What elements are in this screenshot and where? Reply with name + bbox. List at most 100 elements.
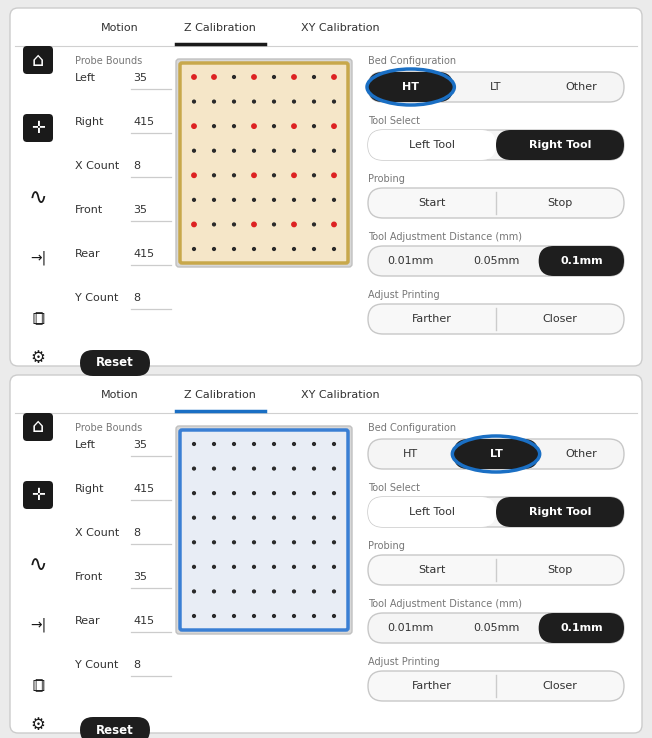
Circle shape <box>332 173 336 177</box>
FancyBboxPatch shape <box>176 59 352 267</box>
Circle shape <box>213 443 215 446</box>
Text: 0.1mm: 0.1mm <box>560 623 602 633</box>
Text: 415: 415 <box>133 117 154 127</box>
Circle shape <box>252 467 256 470</box>
Circle shape <box>273 443 275 446</box>
Circle shape <box>213 565 215 568</box>
Text: Adjust Printing: Adjust Printing <box>368 290 439 300</box>
Circle shape <box>213 541 215 544</box>
Circle shape <box>273 199 275 201</box>
Circle shape <box>252 75 256 79</box>
Circle shape <box>252 100 256 103</box>
Circle shape <box>312 75 316 78</box>
Text: Reset: Reset <box>96 356 134 370</box>
Circle shape <box>333 443 335 446</box>
Text: Reset: Reset <box>96 723 134 737</box>
Circle shape <box>273 223 275 226</box>
Text: Farther: Farther <box>412 681 452 691</box>
Circle shape <box>332 124 336 128</box>
Text: ⌂: ⌂ <box>32 50 44 69</box>
Circle shape <box>312 590 316 593</box>
Circle shape <box>252 541 256 544</box>
Circle shape <box>292 75 296 79</box>
Circle shape <box>312 467 316 470</box>
Text: ◻: ◻ <box>31 676 45 694</box>
Text: 8: 8 <box>133 293 140 303</box>
Circle shape <box>273 565 275 568</box>
Text: 35: 35 <box>133 572 147 582</box>
Circle shape <box>213 590 215 593</box>
Circle shape <box>273 248 275 250</box>
FancyBboxPatch shape <box>539 613 624 643</box>
Circle shape <box>213 467 215 470</box>
Text: ◻: ◻ <box>31 309 45 327</box>
Circle shape <box>273 615 275 618</box>
Text: Farther: Farther <box>412 314 452 324</box>
Circle shape <box>292 173 296 177</box>
Text: Front: Front <box>75 205 103 215</box>
Circle shape <box>273 590 275 593</box>
Text: 8: 8 <box>133 660 140 670</box>
Text: Bed Configuration: Bed Configuration <box>368 423 456 433</box>
FancyBboxPatch shape <box>10 375 642 733</box>
Circle shape <box>312 443 316 446</box>
FancyBboxPatch shape <box>368 497 496 527</box>
Circle shape <box>213 174 215 176</box>
Text: Z Calibration: Z Calibration <box>184 23 256 33</box>
Circle shape <box>273 174 275 176</box>
Circle shape <box>192 541 196 544</box>
Circle shape <box>233 615 235 618</box>
Circle shape <box>293 199 295 201</box>
Circle shape <box>233 443 235 446</box>
Circle shape <box>192 75 196 79</box>
Text: Y Count: Y Count <box>75 293 119 303</box>
FancyBboxPatch shape <box>368 72 453 102</box>
Text: →|: →| <box>30 251 46 265</box>
Circle shape <box>273 125 275 128</box>
Text: Left Tool: Left Tool <box>409 507 455 517</box>
Text: Other: Other <box>565 82 597 92</box>
Circle shape <box>192 615 196 618</box>
Text: Left: Left <box>75 73 96 83</box>
Circle shape <box>252 173 256 177</box>
Circle shape <box>293 149 295 152</box>
Circle shape <box>292 124 296 128</box>
Circle shape <box>233 174 235 176</box>
Circle shape <box>233 75 235 78</box>
Text: →|: →| <box>30 618 46 632</box>
Circle shape <box>192 248 196 250</box>
Text: Tool Select: Tool Select <box>368 116 420 126</box>
Text: Rear: Rear <box>75 249 100 259</box>
FancyBboxPatch shape <box>368 613 624 643</box>
Text: Probing: Probing <box>368 541 405 551</box>
Text: 0.05mm: 0.05mm <box>473 256 519 266</box>
Text: Right Tool: Right Tool <box>529 507 591 517</box>
Text: XY Calibration: XY Calibration <box>301 23 379 33</box>
Text: 8: 8 <box>133 161 140 171</box>
Text: 415: 415 <box>133 249 154 259</box>
Circle shape <box>293 541 295 544</box>
Circle shape <box>333 199 335 201</box>
Text: Stop: Stop <box>548 198 572 208</box>
Text: Right: Right <box>75 484 104 494</box>
Text: ✛: ✛ <box>31 486 45 504</box>
Circle shape <box>233 565 235 568</box>
FancyBboxPatch shape <box>453 439 539 469</box>
Circle shape <box>192 517 196 519</box>
Text: XY Calibration: XY Calibration <box>301 390 379 400</box>
Circle shape <box>252 492 256 494</box>
Circle shape <box>233 541 235 544</box>
Circle shape <box>252 615 256 618</box>
Circle shape <box>233 248 235 250</box>
Text: Bed Configuration: Bed Configuration <box>368 56 456 66</box>
Circle shape <box>252 248 256 250</box>
Text: Right: Right <box>75 117 104 127</box>
Text: ⌂: ⌂ <box>32 418 44 436</box>
Circle shape <box>192 492 196 494</box>
Circle shape <box>213 125 215 128</box>
Text: 0.01mm: 0.01mm <box>387 256 434 266</box>
Circle shape <box>192 443 196 446</box>
Circle shape <box>252 565 256 568</box>
Text: Adjust Printing: Adjust Printing <box>368 657 439 667</box>
FancyBboxPatch shape <box>368 130 496 160</box>
